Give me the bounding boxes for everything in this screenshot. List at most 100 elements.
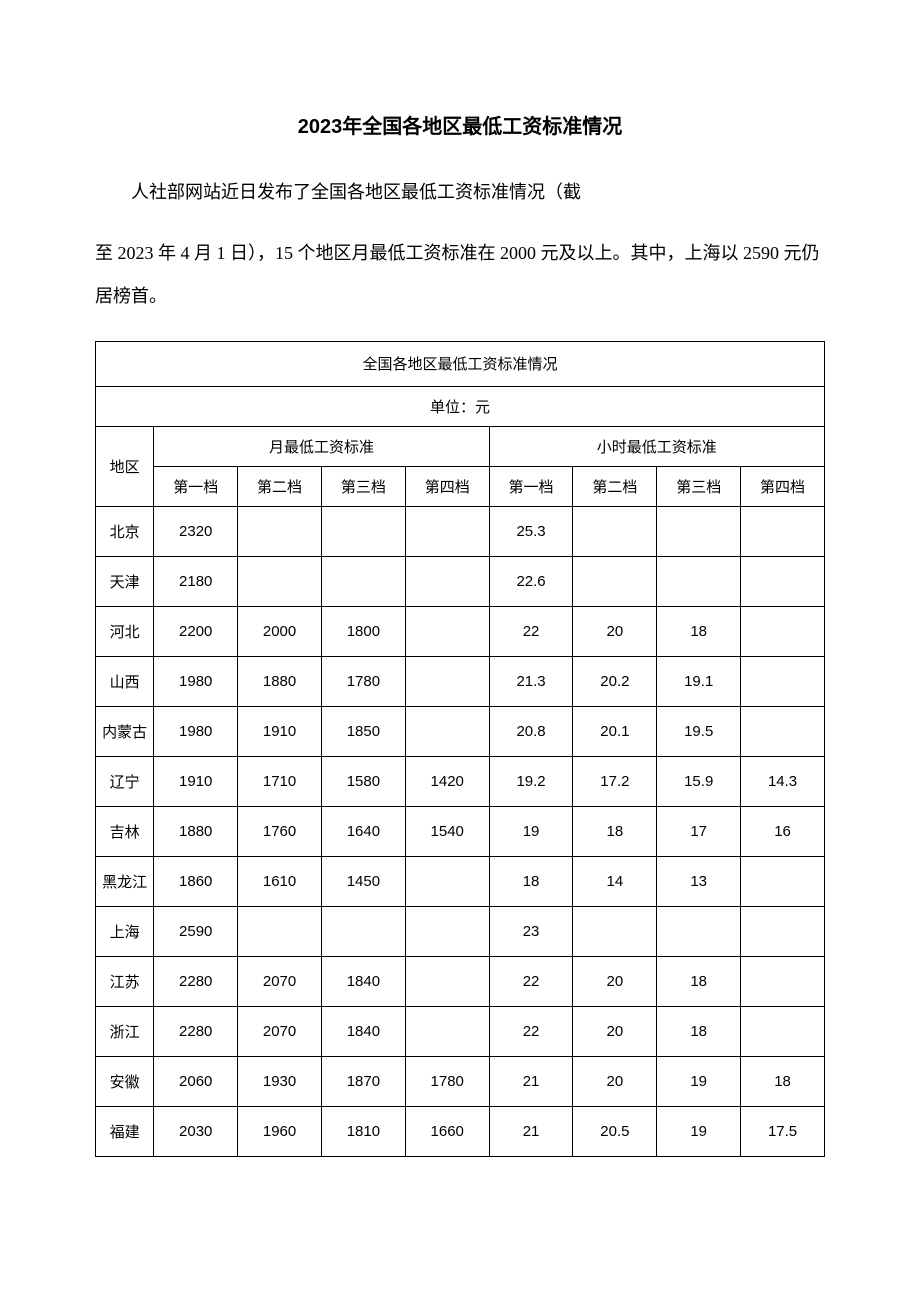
table-row: 天津218022.6 <box>96 556 825 606</box>
monthly-tier4-cell <box>405 1006 489 1056</box>
table-row: 江苏228020701840222018 <box>96 956 825 1006</box>
intro-paragraph-line2: 至 2023 年 4 月 1 日），15 个地区月最低工资标准在 2000 元及… <box>95 232 825 318</box>
hourly-tier4-cell <box>741 856 825 906</box>
hourly-tier2-cell <box>573 506 657 556</box>
monthly-tier1-cell: 2030 <box>154 1106 238 1156</box>
table-row: 安徽206019301870178021201918 <box>96 1056 825 1106</box>
monthly-tier1-cell: 2280 <box>154 1006 238 1056</box>
hourly-tier3-cell <box>657 556 741 606</box>
hourly-tier4-cell: 16 <box>741 806 825 856</box>
hourly-tier2-cell: 17.2 <box>573 756 657 806</box>
monthly-tier4-cell <box>405 856 489 906</box>
hourly-tier3-cell: 19.5 <box>657 706 741 756</box>
monthly-tier2-cell: 1610 <box>238 856 322 906</box>
table-row: 吉林188017601640154019181716 <box>96 806 825 856</box>
table-row: 河北220020001800222018 <box>96 606 825 656</box>
monthly-tier4-cell <box>405 956 489 1006</box>
wage-table: 全国各地区最低工资标准情况 单位：元 地区 月最低工资标准 小时最低工资标准 第… <box>95 341 825 1157</box>
hourly-tier4-cell <box>741 1006 825 1056</box>
hourly-tier1-cell: 21.3 <box>489 656 573 706</box>
header-region: 地区 <box>96 426 154 506</box>
document-title: 2023年全国各地区最低工资标准情况 <box>95 110 825 139</box>
hourly-tier1-cell: 19 <box>489 806 573 856</box>
hourly-tier3-cell <box>657 506 741 556</box>
monthly-tier2-cell: 1910 <box>238 706 322 756</box>
hourly-tier1-cell: 21 <box>489 1056 573 1106</box>
hourly-tier3-cell: 17 <box>657 806 741 856</box>
monthly-tier1-cell: 1880 <box>154 806 238 856</box>
hourly-tier1-cell: 25.3 <box>489 506 573 556</box>
table-row: 北京2320 25.3 <box>96 506 825 556</box>
hourly-tier3-cell: 13 <box>657 856 741 906</box>
monthly-tier3-cell: 1840 <box>321 956 405 1006</box>
hourly-tier4-cell <box>741 606 825 656</box>
table-caption: 全国各地区最低工资标准情况 <box>96 341 825 386</box>
hourly-tier1-cell: 22 <box>489 606 573 656</box>
monthly-tier4-cell <box>405 556 489 606</box>
monthly-tier4-cell: 1780 <box>405 1056 489 1106</box>
monthly-tier2-cell: 1960 <box>238 1106 322 1156</box>
monthly-tier2-cell: 1710 <box>238 756 322 806</box>
table-row: 浙江228020701840222018 <box>96 1006 825 1056</box>
region-cell: 吉林 <box>96 806 154 856</box>
monthly-tier3-cell: 1580 <box>321 756 405 806</box>
monthly-tier2-cell: 2070 <box>238 956 322 1006</box>
monthly-tier4-cell <box>405 506 489 556</box>
table-body: 北京232025.3天津218022.6河北220020001800222018… <box>96 506 825 1156</box>
hourly-tier2-cell: 14 <box>573 856 657 906</box>
region-cell: 浙江 <box>96 1006 154 1056</box>
hourly-tier4-cell <box>741 656 825 706</box>
monthly-tier1-cell: 2590 <box>154 906 238 956</box>
header-hourly: 小时最低工资标准 <box>489 426 824 466</box>
hourly-tier1-cell: 22 <box>489 1006 573 1056</box>
header-m-tier3: 第三档 <box>321 466 405 506</box>
monthly-tier1-cell: 1980 <box>154 706 238 756</box>
hourly-tier3-cell: 19.1 <box>657 656 741 706</box>
region-cell: 北京 <box>96 506 154 556</box>
monthly-tier1-cell: 1860 <box>154 856 238 906</box>
monthly-tier3-cell: 1850 <box>321 706 405 756</box>
table-row: 辽宁191017101580142019.217.215.914.3 <box>96 756 825 806</box>
monthly-tier1-cell: 2320 <box>154 506 238 556</box>
header-h-tier4: 第四档 <box>741 466 825 506</box>
hourly-tier1-cell: 20.8 <box>489 706 573 756</box>
header-h-tier2: 第二档 <box>573 466 657 506</box>
header-h-tier1: 第一档 <box>489 466 573 506</box>
table-row: 黑龙江186016101450181413 <box>96 856 825 906</box>
monthly-tier2-cell <box>238 556 322 606</box>
hourly-tier3-cell: 15.9 <box>657 756 741 806</box>
hourly-tier2-cell: 20 <box>573 1006 657 1056</box>
monthly-tier1-cell: 2060 <box>154 1056 238 1106</box>
intro-paragraph-line1: 人社部网站近日发布了全国各地区最低工资标准情况（截 <box>95 171 825 214</box>
header-m-tier2: 第二档 <box>238 466 322 506</box>
hourly-tier3-cell <box>657 906 741 956</box>
table-row: 福建20301960181016602120.51917.5 <box>96 1106 825 1156</box>
monthly-tier1-cell: 1910 <box>154 756 238 806</box>
region-cell: 黑龙江 <box>96 856 154 906</box>
hourly-tier2-cell <box>573 556 657 606</box>
table-row: 内蒙古19801910185020.820.119.5 <box>96 706 825 756</box>
hourly-tier2-cell <box>573 906 657 956</box>
monthly-tier3-cell: 1780 <box>321 656 405 706</box>
monthly-tier2-cell: 1930 <box>238 1056 322 1106</box>
hourly-tier2-cell: 20.2 <box>573 656 657 706</box>
hourly-tier4-cell: 14.3 <box>741 756 825 806</box>
hourly-tier4-cell <box>741 506 825 556</box>
monthly-tier3-cell <box>321 506 405 556</box>
monthly-tier4-cell: 1540 <box>405 806 489 856</box>
monthly-tier2-cell: 2070 <box>238 1006 322 1056</box>
hourly-tier1-cell: 22 <box>489 956 573 1006</box>
monthly-tier2-cell: 1880 <box>238 656 322 706</box>
monthly-tier4-cell <box>405 706 489 756</box>
region-cell: 天津 <box>96 556 154 606</box>
hourly-tier3-cell: 19 <box>657 1056 741 1106</box>
table-unit: 单位：元 <box>96 386 825 426</box>
hourly-tier2-cell: 20.5 <box>573 1106 657 1156</box>
region-cell: 河北 <box>96 606 154 656</box>
table-unit-row: 单位：元 <box>96 386 825 426</box>
monthly-tier3-cell: 1870 <box>321 1056 405 1106</box>
header-monthly: 月最低工资标准 <box>154 426 489 466</box>
hourly-tier4-cell <box>741 906 825 956</box>
hourly-tier3-cell: 18 <box>657 1006 741 1056</box>
table-row: 上海259023 <box>96 906 825 956</box>
